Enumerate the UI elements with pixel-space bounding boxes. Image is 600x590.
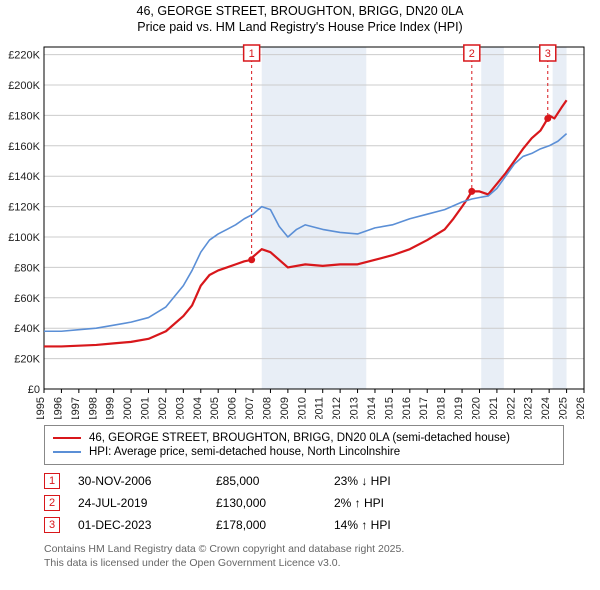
x-tick-label: 1996 bbox=[52, 397, 64, 419]
footer-attribution: Contains HM Land Registry data © Crown c… bbox=[44, 543, 592, 570]
y-tick-label: £20K bbox=[14, 354, 40, 366]
sale-marker-number: 1 bbox=[249, 48, 255, 60]
sale-delta: 23% ↓ HPI bbox=[334, 474, 434, 488]
y-tick-label: £200K bbox=[8, 80, 40, 92]
x-tick-label: 2022 bbox=[505, 397, 517, 419]
legend-swatch bbox=[53, 451, 81, 453]
x-tick-label: 1999 bbox=[105, 397, 117, 419]
sale-marker-number: 2 bbox=[469, 48, 475, 60]
x-tick-label: 2009 bbox=[279, 397, 291, 419]
x-tick-label: 2023 bbox=[523, 397, 535, 419]
x-tick-label: 2000 bbox=[122, 397, 134, 419]
shaded-band bbox=[262, 47, 367, 389]
x-tick-label: 2019 bbox=[453, 397, 465, 419]
sale-number-box: 3 bbox=[44, 517, 60, 533]
x-tick-label: 2015 bbox=[383, 397, 395, 419]
sale-number-box: 2 bbox=[44, 495, 60, 511]
y-tick-label: £100K bbox=[8, 232, 40, 244]
x-tick-label: 2011 bbox=[314, 397, 326, 419]
y-tick-label: £220K bbox=[8, 50, 40, 62]
x-tick-label: 2021 bbox=[488, 397, 500, 419]
sale-marker-dot bbox=[468, 188, 475, 195]
sale-date: 30-NOV-2006 bbox=[78, 474, 198, 488]
footer-line2: This data is licensed under the Open Gov… bbox=[44, 557, 341, 569]
x-tick-label: 2001 bbox=[140, 397, 152, 419]
x-tick-label: 2002 bbox=[157, 397, 169, 419]
price-chart: £0 £20K £40K £60K £80K £100K £120K £140K £160K £1… bbox=[8, 39, 592, 419]
title-line1: 46, GEORGE STREET, BROUGHTON, BRIGG, DN2… bbox=[137, 4, 464, 18]
y-tick-label: £60K bbox=[14, 293, 40, 305]
legend-item: 46, GEORGE STREET, BROUGHTON, BRIGG, DN2… bbox=[53, 432, 555, 444]
legend: 46, GEORGE STREET, BROUGHTON, BRIGG, DN2… bbox=[44, 425, 564, 465]
x-tick-label: 2006 bbox=[227, 397, 239, 419]
x-tick-label: 2010 bbox=[296, 397, 308, 419]
shaded-band bbox=[481, 47, 504, 389]
sale-delta: 2% ↑ HPI bbox=[334, 496, 434, 510]
x-tick-label: 2007 bbox=[244, 397, 256, 419]
x-tick-label: 2017 bbox=[418, 397, 430, 419]
sale-row: 3 01-DEC-2023 £178,000 14% ↑ HPI bbox=[44, 517, 592, 533]
x-tick-label: 2018 bbox=[436, 397, 448, 419]
legend-label: HPI: Average price, semi-detached house,… bbox=[89, 446, 400, 458]
legend-item: HPI: Average price, semi-detached house,… bbox=[53, 446, 555, 458]
sale-row: 1 30-NOV-2006 £85,000 23% ↓ HPI bbox=[44, 473, 592, 489]
chart-title: 46, GEORGE STREET, BROUGHTON, BRIGG, DN2… bbox=[8, 4, 592, 35]
y-tick-label: £180K bbox=[8, 111, 40, 123]
x-tick-label: 2008 bbox=[261, 397, 273, 419]
x-tick-label: 1997 bbox=[70, 397, 82, 419]
y-tick-label: £0 bbox=[28, 384, 40, 396]
sale-date: 24-JUL-2019 bbox=[78, 496, 198, 510]
legend-swatch bbox=[53, 437, 81, 439]
title-line2: Price paid vs. HM Land Registry's House … bbox=[137, 20, 462, 34]
sale-price: £178,000 bbox=[216, 518, 316, 532]
x-tick-label: 2013 bbox=[349, 397, 361, 419]
sale-price: £85,000 bbox=[216, 474, 316, 488]
sale-price: £130,000 bbox=[216, 496, 316, 510]
x-tick-label: 2012 bbox=[331, 397, 343, 419]
legend-label: 46, GEORGE STREET, BROUGHTON, BRIGG, DN2… bbox=[89, 432, 510, 444]
y-tick-label: £140K bbox=[8, 171, 40, 183]
y-tick-label: £80K bbox=[14, 263, 40, 275]
sale-marker-number: 3 bbox=[545, 48, 551, 60]
sale-date: 01-DEC-2023 bbox=[78, 518, 198, 532]
x-tick-label: 2026 bbox=[575, 397, 587, 419]
y-tick-label: £120K bbox=[8, 202, 40, 214]
sale-number-box: 1 bbox=[44, 473, 60, 489]
x-tick-label: 2014 bbox=[366, 397, 378, 419]
sales-table: 1 30-NOV-2006 £85,000 23% ↓ HPI 2 24-JUL-2019… bbox=[44, 473, 592, 533]
y-tick-label: £40K bbox=[14, 323, 40, 335]
x-tick-label: 2004 bbox=[192, 397, 204, 419]
x-tick-label: 1995 bbox=[35, 397, 47, 419]
x-tick-label: 2005 bbox=[209, 397, 221, 419]
x-tick-label: 2024 bbox=[540, 397, 552, 419]
shaded-band bbox=[553, 47, 567, 389]
x-tick-label: 1998 bbox=[87, 397, 99, 419]
sale-delta: 14% ↑ HPI bbox=[334, 518, 434, 532]
sale-row: 2 24-JUL-2019 £130,000 2% ↑ HPI bbox=[44, 495, 592, 511]
x-tick-label: 2003 bbox=[174, 397, 186, 419]
x-tick-label: 2016 bbox=[401, 397, 413, 419]
sale-marker-dot bbox=[248, 257, 255, 264]
chart-area: £0 £20K £40K £60K £80K £100K £120K £140K £160K £1… bbox=[8, 39, 592, 419]
y-tick-label: £160K bbox=[8, 141, 40, 153]
x-tick-label: 2020 bbox=[470, 397, 482, 419]
footer-line1: Contains HM Land Registry data © Crown c… bbox=[44, 543, 404, 555]
sale-marker-dot bbox=[544, 115, 551, 122]
x-tick-label: 2025 bbox=[558, 397, 570, 419]
